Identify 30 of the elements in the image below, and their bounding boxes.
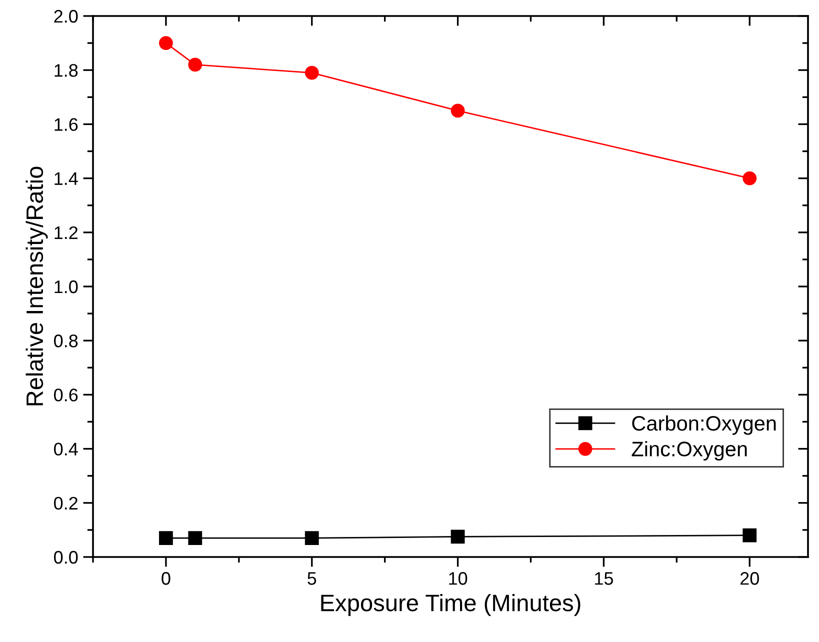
y-tick-label: 1.8 bbox=[54, 64, 78, 77]
point bbox=[742, 171, 757, 186]
y-tick-label: 1.2 bbox=[54, 226, 78, 239]
y-tick-label: 2.0 bbox=[54, 10, 78, 23]
point bbox=[304, 531, 319, 546]
y-tick-label: 1.6 bbox=[54, 118, 78, 131]
x-tick-label: 5 bbox=[308, 572, 316, 585]
y-tick-label: 0.4 bbox=[54, 442, 78, 456]
x-tick-label: 15 bbox=[595, 572, 613, 585]
point bbox=[159, 36, 173, 50]
point bbox=[450, 104, 465, 118]
x-tick-label: 10 bbox=[449, 572, 468, 585]
legend-label: Zinc:Oxygen bbox=[632, 441, 747, 461]
x-axis-title: Exposure Time (Minutes) bbox=[321, 594, 580, 616]
point bbox=[742, 528, 757, 542]
point bbox=[304, 66, 319, 80]
y-tick-label: 0.6 bbox=[54, 388, 78, 402]
y-tick-label: 0.0 bbox=[54, 550, 78, 564]
point bbox=[188, 58, 202, 72]
x-tick-label: 20 bbox=[740, 572, 759, 585]
x-tick-label: 0 bbox=[162, 572, 170, 585]
y-tick-label: 1.4 bbox=[54, 172, 78, 185]
y-tick-label: 0.2 bbox=[54, 496, 78, 510]
point bbox=[188, 531, 202, 546]
point bbox=[159, 531, 173, 546]
y-tick-label: 0.8 bbox=[54, 334, 78, 348]
y-axis-title: Relative Intensity/Ratio bbox=[26, 166, 48, 406]
y-tick-label: 1.0 bbox=[54, 280, 78, 294]
legend-label: Carbon:Oxygen bbox=[632, 415, 776, 435]
point bbox=[450, 530, 465, 544]
